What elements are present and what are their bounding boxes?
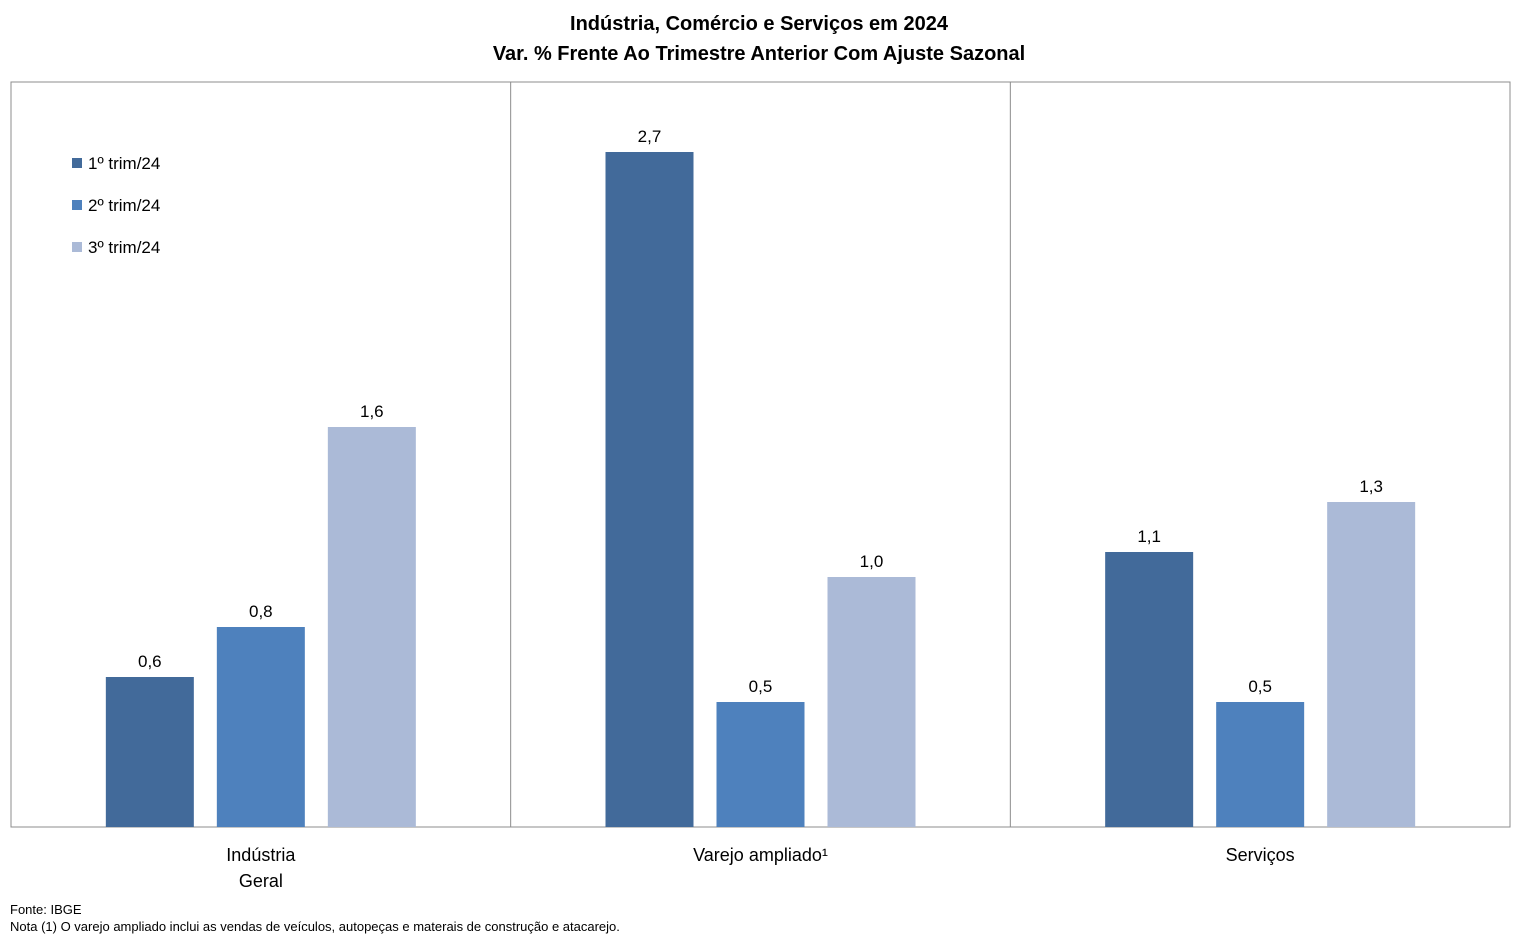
legend-swatch (72, 200, 82, 210)
legend-swatch (72, 242, 82, 252)
data-label: 1,0 (860, 552, 884, 571)
bar (105, 677, 194, 827)
data-label: 2,7 (638, 127, 662, 146)
legend-label: 3º trim/24 (88, 238, 160, 257)
bar (605, 152, 694, 827)
category-label: Geral (239, 871, 283, 891)
data-label: 1,6 (360, 402, 384, 421)
bar (827, 577, 916, 827)
bar (716, 702, 805, 827)
data-label: 0,5 (1248, 677, 1272, 696)
legend-label: 2º trim/24 (88, 196, 160, 215)
category-label: Serviços (1226, 845, 1295, 865)
legend-swatch (72, 158, 82, 168)
chart-title: Indústria, Comércio e Serviços em 2024 (570, 13, 948, 35)
data-label: 0,8 (249, 602, 273, 621)
bar (1327, 502, 1416, 827)
bar (1105, 552, 1194, 827)
footnote: Nota (1) O varejo ampliado inclui as ven… (10, 919, 620, 934)
data-label: 0,6 (138, 652, 162, 671)
source-note: Fonte: IBGE (10, 902, 82, 917)
category-label: Varejo ampliado¹ (693, 845, 828, 865)
bar (1216, 702, 1305, 827)
legend-label: 1º trim/24 (88, 154, 160, 173)
data-label: 0,5 (749, 677, 773, 696)
chart-subtitle: Var. % Frente Ao Trimestre Anterior Com … (492, 43, 1026, 65)
bar (216, 627, 305, 827)
data-label: 1,1 (1137, 527, 1161, 546)
category-label: Indústria (226, 845, 296, 865)
data-label: 1,3 (1359, 477, 1383, 496)
bar (327, 427, 416, 827)
